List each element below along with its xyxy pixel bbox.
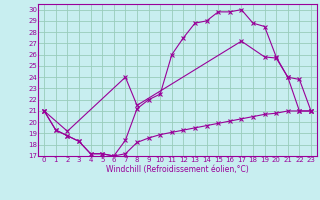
X-axis label: Windchill (Refroidissement éolien,°C): Windchill (Refroidissement éolien,°C) <box>106 165 249 174</box>
